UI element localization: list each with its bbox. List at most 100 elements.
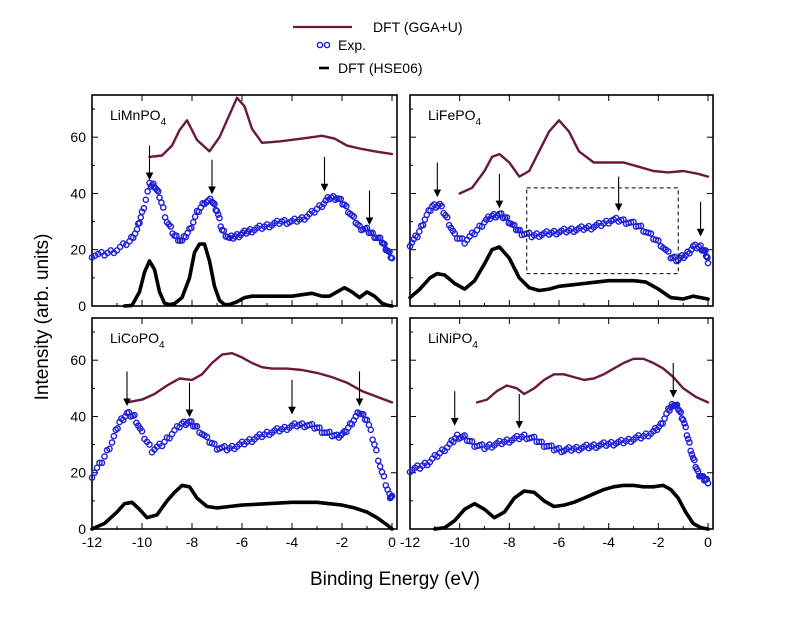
licopo4-exp-point <box>211 440 218 448</box>
linipo4-exp-point <box>679 416 687 424</box>
limnpo4-exp-point <box>191 213 199 220</box>
licopo4-ytick-label: 20 <box>70 465 86 481</box>
limnpo4-exp-point <box>217 223 225 230</box>
linipo4-exp-point <box>466 437 473 445</box>
licopo4-exp-point <box>203 433 211 441</box>
limnpo4-exp-point <box>140 204 148 212</box>
linipo4-exp-point <box>688 451 696 458</box>
limnpo4-exp-point <box>216 214 223 222</box>
licopo4-ytick-label: 40 <box>70 408 86 424</box>
licopo4-gga-line <box>125 352 394 404</box>
limnpo4-exp-point <box>142 196 150 204</box>
linipo4-xtick-label: -10 <box>450 534 470 550</box>
limnpo4-gga-line <box>148 96 394 159</box>
x-axis-title: Binding Energy (eV) <box>310 569 480 590</box>
licopo4-xtick-label: -6 <box>236 534 249 550</box>
linipo4-exp-point <box>683 432 691 439</box>
linipo4-xtick-label: -12 <box>400 534 420 550</box>
limnpo4-exp-point <box>209 199 217 207</box>
panel-lifepo4: LiFePO4 <box>406 94 714 307</box>
linipo4-exp-point <box>704 479 712 487</box>
limnpo4-frame <box>91 94 398 307</box>
licopo4-exp-point <box>138 427 146 435</box>
lifepo4-exp-point <box>414 233 421 241</box>
limnpo4-hse-line <box>122 242 394 308</box>
licopo4-exp-point <box>88 474 96 481</box>
limnpo4-exp-point <box>343 202 350 210</box>
licopo4-ytick-label: 60 <box>70 352 86 368</box>
licopo4-exp-point <box>106 445 113 453</box>
lifepo4-hse-line <box>408 245 710 301</box>
licopo4-exp-point <box>96 459 103 467</box>
limnpo4-exp-point <box>350 213 358 220</box>
licopo4-exp-point <box>316 424 323 432</box>
licopo4-exp-point <box>93 464 101 472</box>
lifepo4-exp-point <box>443 214 451 221</box>
lifepo4-label: LiFePO4 <box>428 107 481 128</box>
linipo4-exp-point <box>535 438 543 446</box>
licopo4-exp-point <box>114 425 121 432</box>
licopo4-exp-point <box>108 439 116 446</box>
linipo4-exp-point <box>666 407 673 414</box>
licopo4-exp-point <box>101 453 108 460</box>
licopo4-xtick-label: -10 <box>132 534 152 550</box>
legend-label-exp: Exp. <box>338 37 366 53</box>
limnpo4-label: LiMnPO4 <box>110 107 167 128</box>
limnpo4-ytick-label: 20 <box>70 242 86 258</box>
linipo4-gga-line <box>475 357 710 404</box>
lifepo4-exp-point <box>655 237 662 244</box>
licopo4-xtick-label: -12 <box>82 534 102 550</box>
limnpo4-exp-point <box>153 186 161 194</box>
lifepo4-exp-point <box>438 202 445 210</box>
licopo4-exp-point <box>388 492 396 500</box>
licopo4-exp-point <box>373 446 380 454</box>
licopo4-label: LiCoPO4 <box>110 330 165 351</box>
limnpo4-exp-point <box>144 188 151 195</box>
linipo4-xtick-label: -4 <box>602 534 615 550</box>
lifepo4-exp-point <box>704 259 712 267</box>
licopo4-exp-point <box>146 441 153 448</box>
licopo4-exp-point <box>98 459 106 467</box>
lifepo4-exp-point <box>664 248 672 255</box>
licopo4-xtick-label: 0 <box>388 534 396 550</box>
lifepo4-exp-point <box>635 222 642 230</box>
linipo4-exp-point <box>538 438 545 446</box>
linipo4-xtick-label: -8 <box>503 534 516 550</box>
y-axis-title: Intensity (arb. units) <box>32 234 53 401</box>
linipo4-label: LiNiPO4 <box>428 330 478 351</box>
linipo4-exp-point <box>678 415 686 422</box>
licopo4-xtick-label: -8 <box>186 534 199 550</box>
lifepo4-exp-point <box>451 230 459 237</box>
linipo4-exp-point <box>677 408 685 416</box>
licopo4-ytick-label: 0 <box>78 521 86 537</box>
limnpo4-ytick-label: 0 <box>78 298 86 314</box>
linipo4-xtick-label: -6 <box>553 534 566 550</box>
licopo4-exp-point <box>313 424 321 432</box>
lifepo4-exp-point <box>637 222 645 230</box>
limnpo4-exp-point <box>214 211 222 218</box>
licopo4-hse-line <box>90 483 394 531</box>
legend-swatch-exp-2 <box>323 41 331 49</box>
lifepo4-exp-point <box>503 214 511 221</box>
linipo4-exp-point <box>468 438 476 445</box>
legend: DFT (GGA+U) Exp. DFT (HSE06) <box>293 19 463 76</box>
licopo4-frame <box>91 317 398 530</box>
legend-swatch-exp-1 <box>316 41 324 49</box>
limnpo4-exp-point <box>220 227 228 235</box>
linipo4-exp-point <box>681 420 688 427</box>
linipo4-hse-line <box>433 483 710 531</box>
licopo4-exp-point <box>367 426 375 434</box>
limnpo4-ytick-label: 40 <box>70 185 86 201</box>
licopo4-exp-point <box>374 457 382 465</box>
limnpo4-exp-point <box>119 240 127 247</box>
panel-licopo4: 0 20 40 60 -12 -10 -8 -6 -4 -2 0 LiCoPO4 <box>70 317 398 550</box>
lifepo4-exp-point <box>419 221 427 229</box>
linipo4-exp-point <box>530 433 538 441</box>
licopo4-exp-point <box>376 463 384 470</box>
legend-label-gga: DFT (GGA+U) <box>373 19 463 35</box>
lifepo4-exp-point <box>416 228 423 235</box>
panel-linipo4: -12 -10 -8 -6 -4 -2 0 LiNiPO4 <box>400 317 714 550</box>
limnpo4-ytick-label: 60 <box>70 129 86 145</box>
limnpo4-exp-point <box>159 204 167 211</box>
